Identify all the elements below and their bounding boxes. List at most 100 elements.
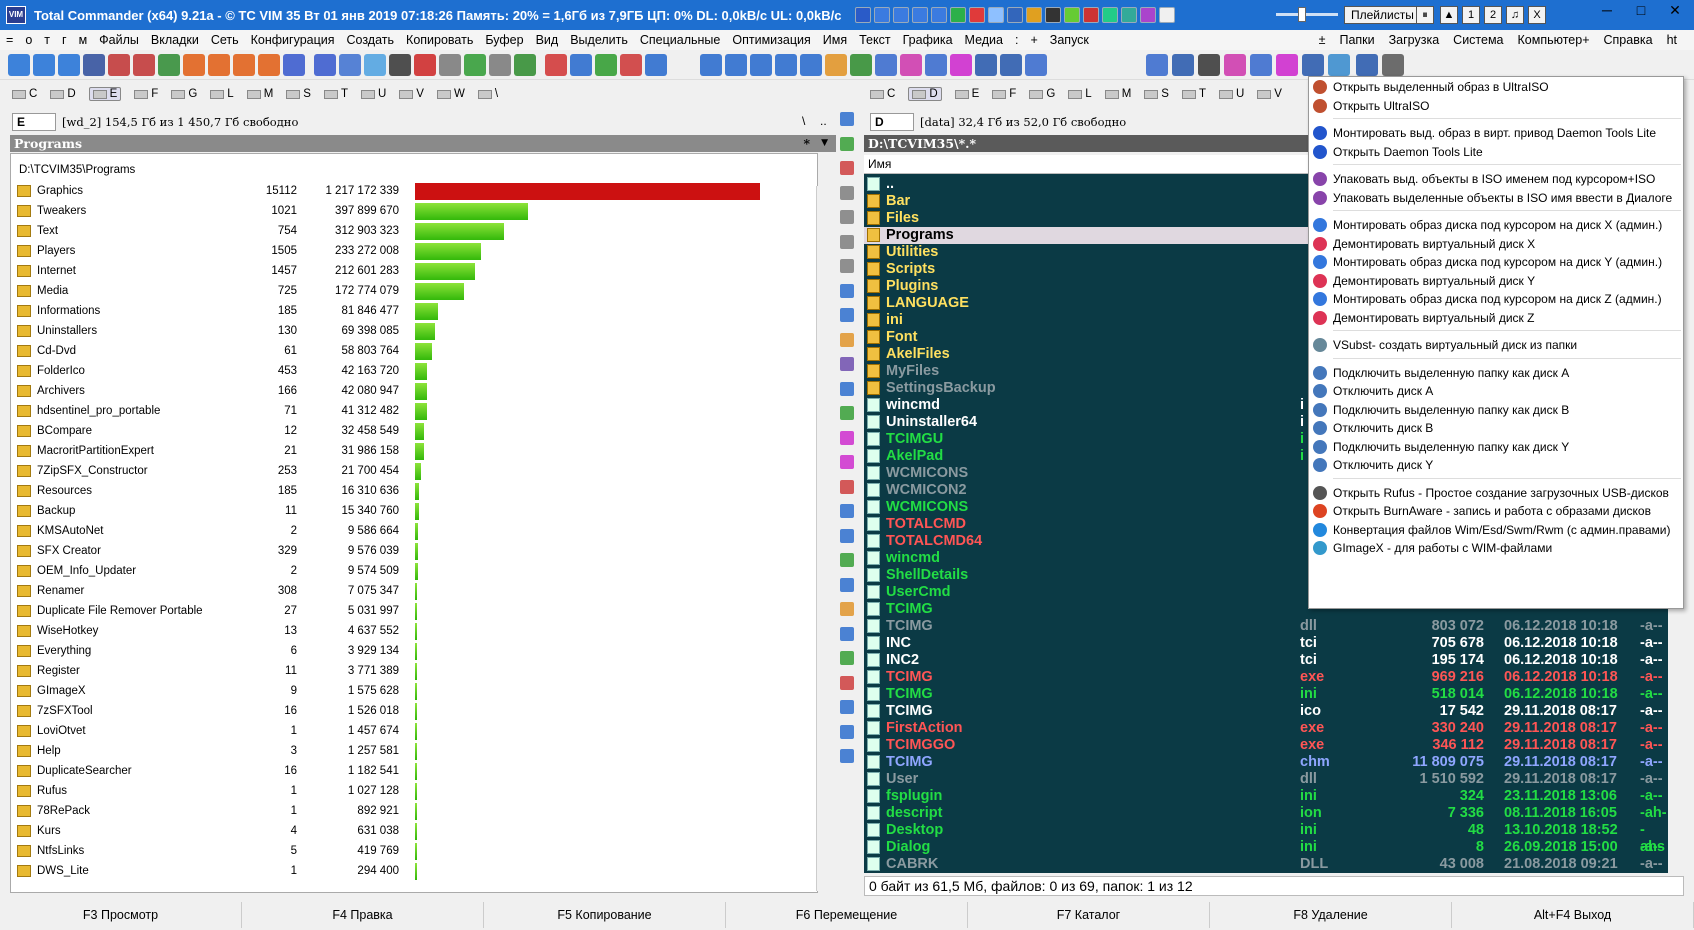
media-button[interactable]: X [1528,6,1546,24]
tray-app-icon[interactable] [950,7,967,23]
toolbar-button[interactable] [1302,54,1324,76]
tray-app-icon[interactable] [969,7,986,23]
right-list-item[interactable]: INC tci 705 678 06.12.2018 10:18 -a-- [864,635,1668,652]
middle-bar-button[interactable] [840,332,854,347]
drive-button-w[interactable]: W [436,88,465,100]
left-list-item[interactable]: Register 11 3 771 389 [15,661,815,681]
media-button[interactable]: ♫ [1506,6,1524,24]
toolbar-button[interactable] [700,54,722,76]
popup-menu-item[interactable]: Открыть BurnAware - запись и работа с об… [1309,501,1683,521]
menu-item[interactable]: Текст [859,33,891,47]
menu-item[interactable]: Создать [346,33,395,47]
left-list-item[interactable]: KMSAutoNet 2 9 586 664 [15,521,815,541]
menu-item-right[interactable]: ± [1318,33,1326,47]
left-list-item[interactable]: OEM_Info_Updater 2 9 574 509 [15,561,815,581]
menu-item[interactable]: м [78,33,88,47]
left-list-item[interactable]: LoviOtvet 1 1 457 674 [15,721,815,741]
right-list-item[interactable]: LANGUAGE [864,295,1668,312]
right-list-item[interactable]: ShellDetails [864,567,1668,584]
left-root-button[interactable]: \ [802,114,806,128]
popup-menu-item[interactable]: Монтировать выд. образ в вирт. привод Da… [1309,123,1683,143]
right-list-item[interactable]: Files [864,210,1668,227]
left-list-item[interactable]: hdsentinel_pro_portable 71 41 312 482 [15,401,815,421]
right-list-item[interactable]: Desktop ini 48 13.10.2018 18:52 -ahs [864,822,1668,855]
middle-bar-button[interactable] [840,136,854,151]
left-list-item[interactable]: Uninstallers 130 69 398 085 [15,321,815,341]
popup-menu-item[interactable]: Демонтировать виртуальный диск Y [1309,271,1683,291]
toolbar-button[interactable] [208,54,230,76]
toolbar-button[interactable] [725,54,747,76]
left-filter-mark[interactable]: * [803,136,810,151]
volume-slider-track[interactable] [1276,13,1338,16]
middle-bar-button[interactable] [840,259,854,273]
drive-button-v[interactable]: V [1257,88,1282,100]
fkey-button[interactable]: F3 Просмотр [0,902,242,928]
toolbar-button[interactable] [258,54,280,76]
popup-menu-item[interactable]: Открыть Daemon Tools Lite [1309,142,1683,162]
menu-item[interactable]: Запуск [1049,33,1089,47]
toolbar-button[interactable] [183,54,205,76]
toolbar-button[interactable] [1356,54,1378,76]
toolbar-button[interactable] [233,54,255,76]
toolbar-button[interactable] [1025,54,1047,76]
toolbar-button[interactable] [1146,54,1168,76]
popup-menu-item[interactable]: Отключить диск Y [1309,455,1683,475]
right-list-item[interactable]: wincmd i [864,397,1668,414]
popup-menu-item[interactable]: Подключить выделенную папку как диск Y [1309,437,1683,457]
right-list-item[interactable]: Plugins [864,278,1668,295]
left-list-item[interactable]: Informations 185 81 846 477 [15,301,815,321]
toolbar-button[interactable] [414,54,436,76]
middle-bar-button[interactable] [840,308,854,322]
drive-button-root[interactable]: \ [477,88,498,100]
drive-button-u[interactable]: U [360,88,386,100]
toolbar-button[interactable] [1198,54,1220,76]
middle-bar-button[interactable] [840,749,854,763]
right-list-item[interactable]: TCIMG dll 803 072 06.12.2018 10:18 -a-- [864,618,1668,635]
menu-item-right[interactable]: Система [1453,33,1504,47]
media-button[interactable]: ▲ [1440,6,1458,24]
toolbar-button[interactable] [133,54,155,76]
left-list-item[interactable]: Graphics 15112 1 217 172 339 [15,181,815,201]
right-list-item[interactable]: WCMICONS [864,465,1668,482]
middle-bar-button[interactable] [840,406,854,420]
middle-bar-button[interactable] [840,185,854,200]
drive-button-f[interactable]: F [992,88,1016,100]
menu-item[interactable]: т [44,33,50,47]
left-list-item[interactable]: Everything 6 3 929 134 [15,641,815,661]
drive-button-v[interactable]: V [399,88,424,100]
popup-menu-item[interactable]: Монтировать образ диска под курсором на … [1309,215,1683,235]
popup-menu-item[interactable]: Монтировать образ диска под курсором на … [1309,252,1683,272]
left-list-item[interactable]: Rufus 1 1 027 128 [15,781,815,801]
popup-menu-item[interactable]: Отключить диск B [1309,418,1683,438]
left-history-dropdown[interactable]: ▼ [821,138,828,148]
left-list-item[interactable]: FolderIco 453 42 163 720 [15,361,815,381]
tray-app-icon[interactable] [912,7,929,23]
tray-app-icon[interactable] [855,7,872,23]
toolbar-button[interactable] [314,54,336,76]
middle-bar-button[interactable] [840,528,854,543]
middle-bar-button[interactable] [840,651,854,665]
right-list-item[interactable]: TOTALCMD64 [864,533,1668,550]
menu-item[interactable]: + [1030,33,1038,47]
right-list-item[interactable]: Font [864,329,1668,346]
toolbar-button[interactable] [1000,54,1022,76]
right-list-item[interactable]: descript ion 7 336 08.11.2018 16:05 -ah- [864,805,1668,822]
left-list-item[interactable]: NtfsLinks 5 419 769 [15,841,815,861]
toolbar-button[interactable] [1172,54,1194,76]
fkey-button[interactable]: F8 Удаление [1210,902,1452,928]
right-list-item[interactable]: Dialog ini 8 26.09.2018 15:00 -a-- [864,839,1668,856]
menu-item[interactable]: = [6,33,14,47]
middle-bar-button[interactable] [840,381,854,396]
fkey-button[interactable]: F5 Копирование [484,902,726,928]
left-list-item[interactable]: 7zSFXTool 16 1 526 018 [15,701,815,721]
drive-button-e[interactable]: E [954,88,979,100]
left-scrollbar[interactable] [816,186,833,891]
menu-item-right[interactable]: ht [1666,33,1677,47]
right-list-item[interactable]: User dll 1 510 592 29.11.2018 08:17 -a-- [864,771,1668,788]
right-list-item[interactable]: Utilities [864,244,1668,261]
right-list-item[interactable]: WCMICON2 [864,482,1668,499]
middle-bar-button[interactable] [840,504,854,518]
left-list-item[interactable]: MacroritPartitionExpert 21 31 986 158 [15,441,815,461]
right-list-item[interactable]: AkelPad i [864,448,1668,465]
left-list-item[interactable]: Resources 185 16 310 636 [15,481,815,501]
